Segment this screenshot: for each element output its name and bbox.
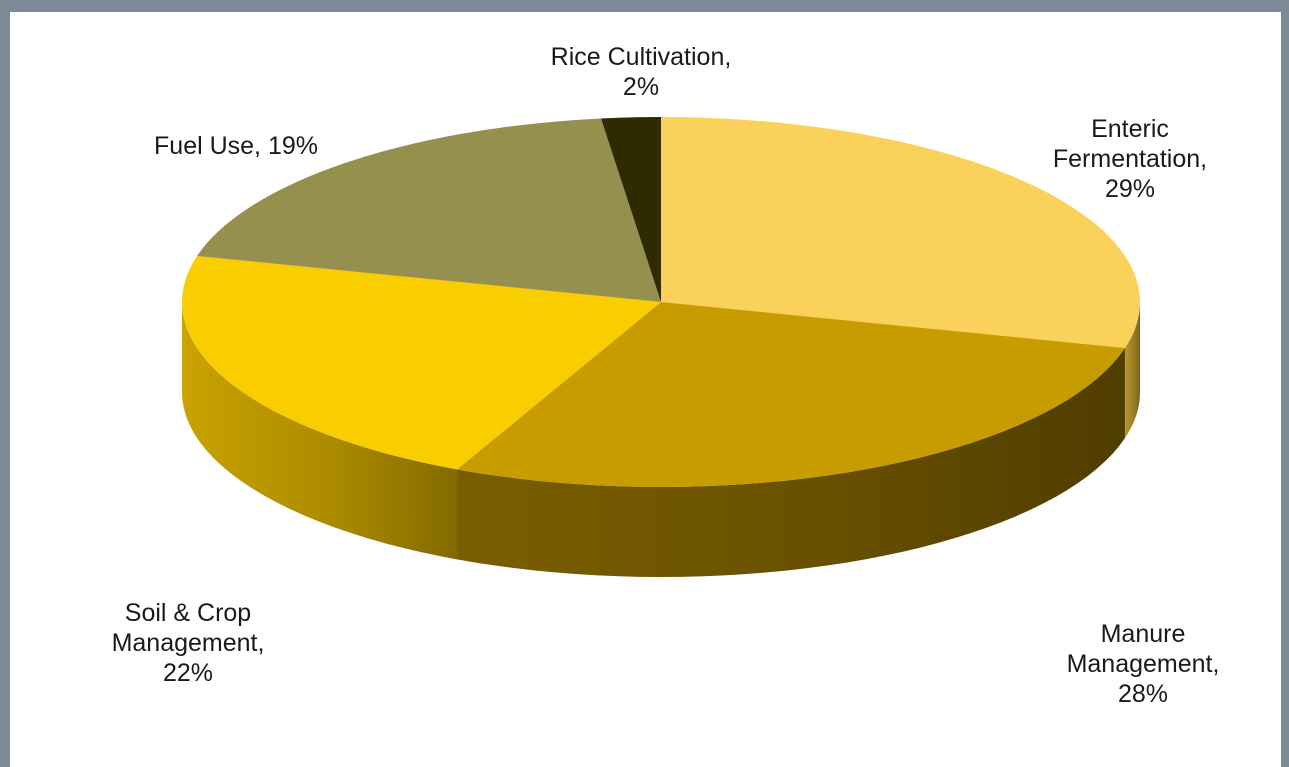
data-label-line: 22% [163,659,213,687]
data-label-line: 29% [1105,175,1155,203]
data-label-soil-and-crop-management: Soil & Crop Management, 22% [112,599,265,687]
slice-labels: Enteric Fermentation, 29%Manure Management,… [112,43,1220,708]
data-label-line: 28% [1118,680,1168,708]
slice-manure-management[interactable] [457,302,1125,487]
data-label-fuel-use: Fuel Use, 19% [154,132,318,160]
slice-side-shade-soil-and-crop-management [182,302,458,560]
data-label-line: Management, [112,629,265,657]
data-label-line: Fuel Use, 19% [154,132,318,160]
slice-side-shade-enteric-fermentation [1124,302,1140,439]
data-label-line: Manure [1101,620,1186,648]
slice-enteric-fermentation[interactable] [661,117,1141,349]
data-label-line: Fermentation, [1053,145,1207,173]
data-label-line: Soil & Crop [125,599,251,627]
chart-panel: Enteric Fermentation, 29% Manure Management,… [10,12,1281,767]
data-label-enteric-fermentation: Enteric Fermentation, 29% [1053,115,1207,203]
data-label-rice-cultivation: Rice Cultivation, 2% [551,43,732,101]
slice-fuel-use[interactable] [197,118,662,303]
data-label-line: Rice Cultivation, [551,43,732,71]
slice-soil-and-crop-management[interactable] [182,255,661,470]
data-label-manure-management: Manure Management, 28% [1067,620,1220,708]
slice-rice-cultivation[interactable] [600,117,661,302]
pie-top-faces [182,117,1141,487]
data-label-line: Enteric [1091,115,1169,143]
pie-side-walls [182,302,1140,577]
slice-side-shade-manure-management [457,348,1125,577]
pie-chart: Enteric Fermentation, 29%Manure Management,… [112,43,1220,708]
data-label-line: Management, [1067,650,1220,678]
data-label-line: 2% [623,73,659,101]
